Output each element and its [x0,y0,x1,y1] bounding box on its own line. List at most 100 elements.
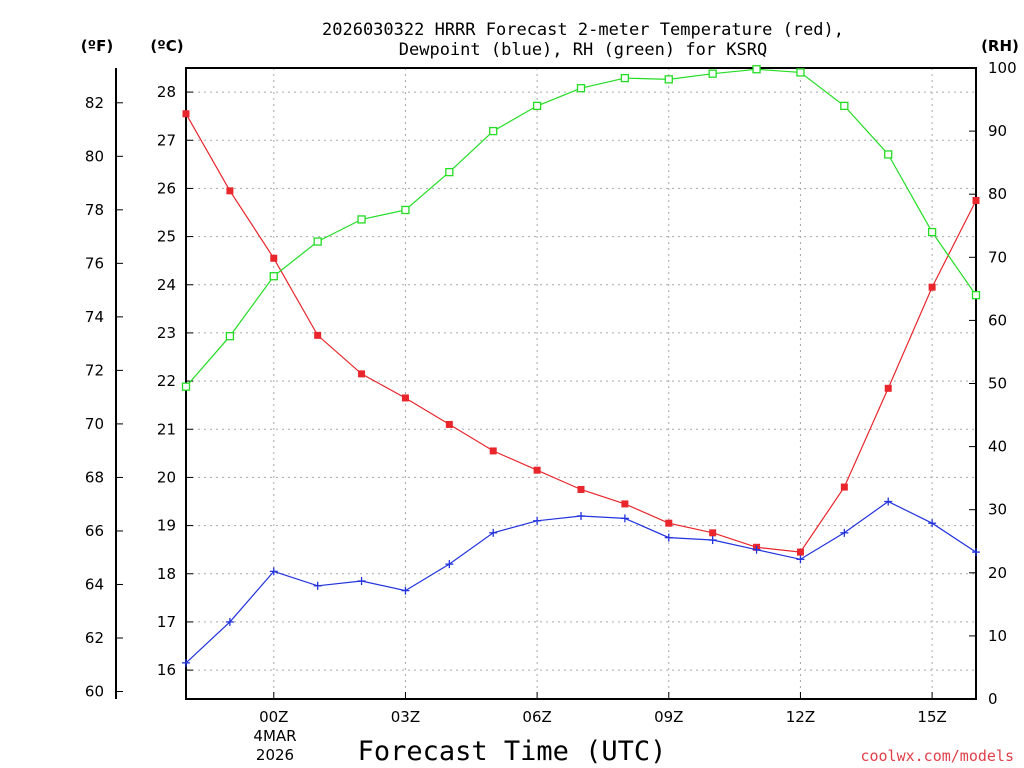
grid-lines [186,68,976,699]
rh-tick-label: 60 [988,311,1007,329]
rh-point [927,227,937,237]
x-tick-label: 15Z [917,708,946,726]
x-axis-title: Forecast Time (UTC) [358,736,667,767]
rh-point [269,272,278,281]
temperature-point [182,110,190,118]
dewpoint-point [752,545,761,554]
rh-tick-label: 90 [988,122,1007,140]
temperature-point [445,420,453,428]
dewpoint-point [269,567,278,576]
temperature-point [270,254,278,262]
dewpoint-point [182,658,190,667]
data-series [181,65,981,667]
celsius-tick-label: 22 [157,372,176,390]
temperature-point [709,529,717,537]
fahrenheit-tick-label: 60 [85,683,104,701]
rh-tick-label: 0 [988,690,998,708]
temperature-point [796,548,804,556]
celsius-tick-label: 16 [157,661,176,679]
rh-point [884,150,893,159]
celsius-tick-label: 21 [157,420,176,438]
rh-axis: 0 10 20 30 40 50 60 70 80 90 100 [969,59,1017,708]
rh-point [357,215,366,224]
rh-point [445,167,454,177]
rh-point [313,237,322,246]
rh-tick-label: 50 [988,375,1007,393]
rh-point [532,101,542,111]
dewpoint-point [884,497,893,506]
temperature-point [840,483,848,491]
rh-point [489,126,498,136]
dewpoint-point [664,533,673,542]
series-relative-humidity [181,65,981,391]
celsius-tick-label: 20 [157,468,176,486]
celsius-tick-label: 25 [157,228,176,246]
fahrenheit-tick-label: 62 [85,629,104,647]
celsius-tick-label: 24 [157,276,176,294]
celsius-tick-label: 18 [157,565,176,583]
dewpoint-point [620,514,629,523]
dewpoint-point [577,511,585,520]
credit-text: coolwx.com/models [860,747,1014,765]
dewpoint-point [489,528,498,537]
rh-tick-label: 100 [988,59,1017,77]
temperature-point [928,283,936,291]
series-temperature [182,110,980,556]
fahrenheit-tick-label: 78 [85,201,104,219]
temperature-point [665,519,673,527]
celsius-tick-label: 17 [157,613,176,631]
dewpoint-point [401,586,410,595]
date-label-year: 2026 [256,746,294,764]
rh-point [576,84,586,93]
fahrenheit-axis: 60 62 64 66 68 70 72 74 76 78 80 82 [85,94,123,701]
fahrenheit-tick-label: 70 [85,415,104,433]
rh-tick-label: 40 [988,438,1007,456]
series-dewpoint [182,497,980,667]
celsius-axis: 16 17 18 19 20 21 22 23 24 25 26 27 28 [157,83,193,679]
rh-point [181,382,191,391]
dewpoint-point [225,617,234,626]
fahrenheit-unit-label: (ºF) [81,37,113,55]
rh-tick-label: 10 [988,627,1007,645]
fahrenheit-tick-label: 64 [85,575,104,593]
x-tick-label: 03Z [391,708,420,726]
temperature-point [972,196,980,204]
fahrenheit-tick-label: 82 [85,94,104,112]
rh-point [225,332,235,341]
temperature-point [533,466,541,474]
temperature-point [226,187,234,195]
temperature-point [358,370,366,378]
dewpoint-point [357,576,366,585]
rh-point [840,101,849,111]
rh-point [796,68,805,77]
fahrenheit-tick-label: 68 [85,468,104,486]
celsius-unit-label: (ºC) [150,37,183,55]
series-line [185,68,977,388]
x-tick-label: 12Z [786,708,815,726]
rh-point [752,65,761,74]
x-axis: 00Z 03Z 06Z 09Z 12Z 15Z [259,692,947,726]
dewpoint-point [840,528,849,537]
temperature-point [577,485,585,493]
x-tick-label: 06Z [522,708,551,726]
celsius-tick-label: 28 [157,83,176,101]
fahrenheit-tick-label: 80 [85,147,104,165]
rh-tick-label: 80 [988,185,1007,203]
celsius-tick-label: 26 [157,179,176,197]
rh-point [708,69,717,78]
dewpoint-point [313,581,322,590]
dewpoint-point [928,519,937,528]
celsius-tick-label: 19 [157,517,176,535]
rh-tick-label: 70 [988,248,1007,266]
temperature-point [489,447,497,455]
date-label-month: 4MAR [253,727,296,745]
temperature-point [314,331,322,339]
rh-point [401,205,410,215]
plot-frame [185,67,977,700]
rh-unit-label: (RH) [981,37,1019,55]
rh-tick-label: 30 [988,501,1007,519]
temperature-point [621,500,629,508]
dewpoint-point [533,516,542,525]
temperature-point [401,394,409,402]
